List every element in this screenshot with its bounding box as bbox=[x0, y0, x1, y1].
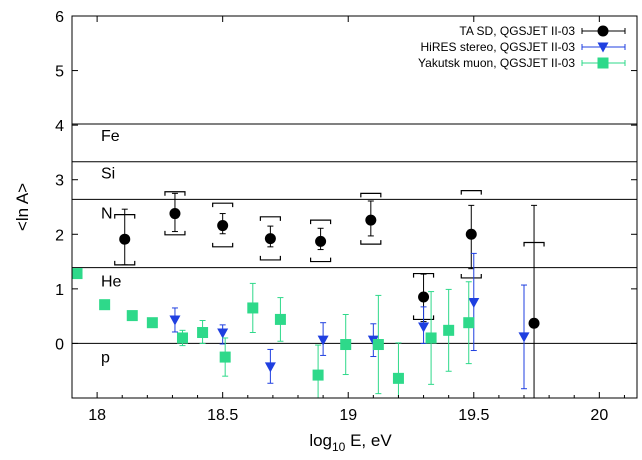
data-point bbox=[264, 362, 276, 373]
x-axis-label-subscript: 10 bbox=[332, 440, 346, 454]
data-point bbox=[315, 235, 327, 247]
data-point bbox=[219, 351, 231, 363]
systematic-bracket-lower bbox=[164, 230, 186, 236]
series-1 bbox=[169, 252, 530, 390]
series-2 bbox=[72, 268, 475, 398]
data-point bbox=[169, 315, 181, 326]
systematic-bracket-upper bbox=[412, 272, 435, 278]
y-tick-label: 2 bbox=[55, 227, 64, 244]
x-axis-label-main: log bbox=[309, 431, 332, 450]
systematic-bracket-upper bbox=[114, 214, 136, 219]
data-point bbox=[99, 299, 111, 311]
data-point bbox=[126, 310, 138, 322]
reference-label-n: N bbox=[101, 205, 113, 222]
x-axis-label-rest: E, eV bbox=[345, 431, 392, 450]
data-point bbox=[528, 317, 540, 329]
systematic-bracket-upper bbox=[310, 219, 332, 225]
series-0 bbox=[114, 190, 545, 398]
x-axis-label: log10 E, eV bbox=[309, 431, 392, 454]
systematic-bracket-upper bbox=[460, 190, 482, 195]
data-point bbox=[463, 317, 475, 329]
data-point bbox=[317, 335, 329, 346]
data-point bbox=[418, 322, 430, 333]
data-point bbox=[197, 327, 209, 339]
systematic-bracket-lower bbox=[310, 257, 332, 263]
data-point bbox=[340, 339, 352, 351]
data-point bbox=[392, 372, 404, 384]
y-tick-label: 6 bbox=[55, 9, 64, 26]
y-tick-label: 5 bbox=[55, 64, 64, 81]
x-tick-label: 18 bbox=[88, 407, 106, 424]
data-point bbox=[119, 233, 131, 245]
data-point bbox=[443, 324, 455, 336]
legend-label: TA SD, QGSJET II-03 bbox=[459, 24, 575, 38]
data-point bbox=[518, 332, 530, 343]
legend-marker bbox=[597, 57, 609, 69]
legend-marker bbox=[597, 25, 609, 37]
data-point bbox=[418, 291, 430, 303]
y-tick-label: 4 bbox=[55, 118, 64, 135]
data-point bbox=[217, 220, 229, 232]
data-point bbox=[247, 302, 259, 314]
systematic-bracket-upper bbox=[360, 192, 382, 198]
reference-label-fe: Fe bbox=[101, 128, 120, 145]
y-tick-label: 3 bbox=[55, 173, 64, 190]
reference-lines: Fe Si N He p bbox=[72, 123, 637, 366]
data-point bbox=[468, 298, 480, 308]
x-tick-label: 19 bbox=[339, 407, 357, 424]
reference-label-p: p bbox=[101, 349, 110, 366]
legend-label: Yakutsk muon, QGSJET II-03 bbox=[418, 56, 575, 70]
data-point bbox=[465, 228, 477, 240]
legend: TA SD, QGSJET II-03 HiRES stereo, QGSJET … bbox=[418, 24, 626, 70]
data-point bbox=[146, 317, 158, 329]
plot-frame bbox=[71, 15, 638, 399]
systematic-bracket-lower bbox=[212, 242, 234, 248]
data-point bbox=[264, 233, 276, 245]
legend-marker bbox=[597, 42, 609, 53]
systematic-bracket-lower bbox=[259, 255, 281, 261]
reference-label-he: He bbox=[101, 274, 122, 291]
x-tick-label: 20 bbox=[590, 407, 608, 424]
systematic-bracket-upper bbox=[523, 241, 545, 247]
systematic-bracket-lower bbox=[460, 273, 482, 279]
data-point bbox=[425, 332, 437, 344]
systematic-bracket-lower bbox=[114, 260, 136, 266]
data-point bbox=[365, 214, 377, 226]
data-point bbox=[72, 268, 83, 280]
data-point bbox=[372, 339, 384, 351]
data-point bbox=[274, 313, 286, 325]
series-layer bbox=[72, 190, 545, 398]
data-point bbox=[217, 328, 229, 339]
y-tick-label: 0 bbox=[55, 336, 64, 353]
x-tick-label: 18.5 bbox=[207, 407, 238, 424]
systematic-bracket-lower bbox=[360, 240, 382, 245]
axes: 18 18.5 19 19.5 20 0 1 2 3 4 5 6 bbox=[55, 9, 637, 424]
x-tick-label: 19.5 bbox=[458, 407, 489, 424]
y-axis-label: <ln A> bbox=[13, 183, 32, 231]
data-point bbox=[169, 208, 181, 220]
systematic-bracket-upper bbox=[164, 191, 186, 196]
legend-label: HiRES stereo, QGSJET II-03 bbox=[421, 40, 576, 54]
systematic-bracket-upper bbox=[212, 202, 234, 208]
y-tick-label: 1 bbox=[55, 282, 64, 299]
reference-label-si: Si bbox=[101, 166, 115, 183]
data-point bbox=[176, 332, 188, 344]
systematic-bracket-upper bbox=[259, 216, 281, 221]
data-point bbox=[312, 369, 324, 381]
